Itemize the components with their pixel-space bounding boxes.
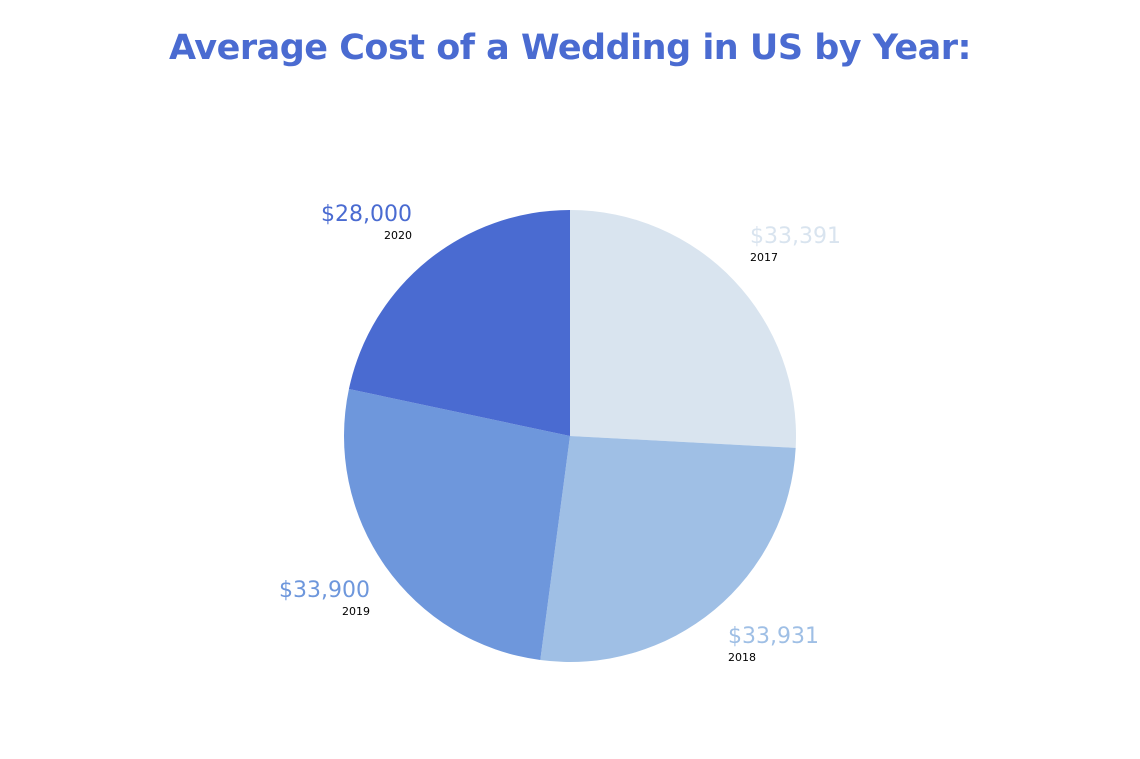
pie-slice-2020: [348, 210, 570, 436]
pie-slice-2017: [570, 210, 796, 448]
label-2019: $33,900 2019: [278, 578, 370, 618]
label-value: $28,000: [321, 202, 412, 227]
pie-slice-2019: [343, 389, 570, 661]
label-value: $33,391: [750, 224, 841, 249]
pie-slice-2018: [540, 436, 796, 662]
label-value: $33,900: [279, 578, 370, 603]
label-value: $33,931: [728, 624, 819, 649]
label-2017: $33,391 2017: [750, 224, 841, 264]
label-year: 2018: [728, 651, 756, 664]
chart-title: Average Cost of a Wedding in US by Year:: [168, 28, 972, 68]
label-year: 2017: [750, 251, 778, 264]
label-year: 2019: [342, 605, 370, 618]
label-2020: $28,000 2020: [318, 202, 412, 242]
label-2018: $33,931 2018: [728, 624, 819, 664]
label-year: 2020: [384, 229, 412, 242]
